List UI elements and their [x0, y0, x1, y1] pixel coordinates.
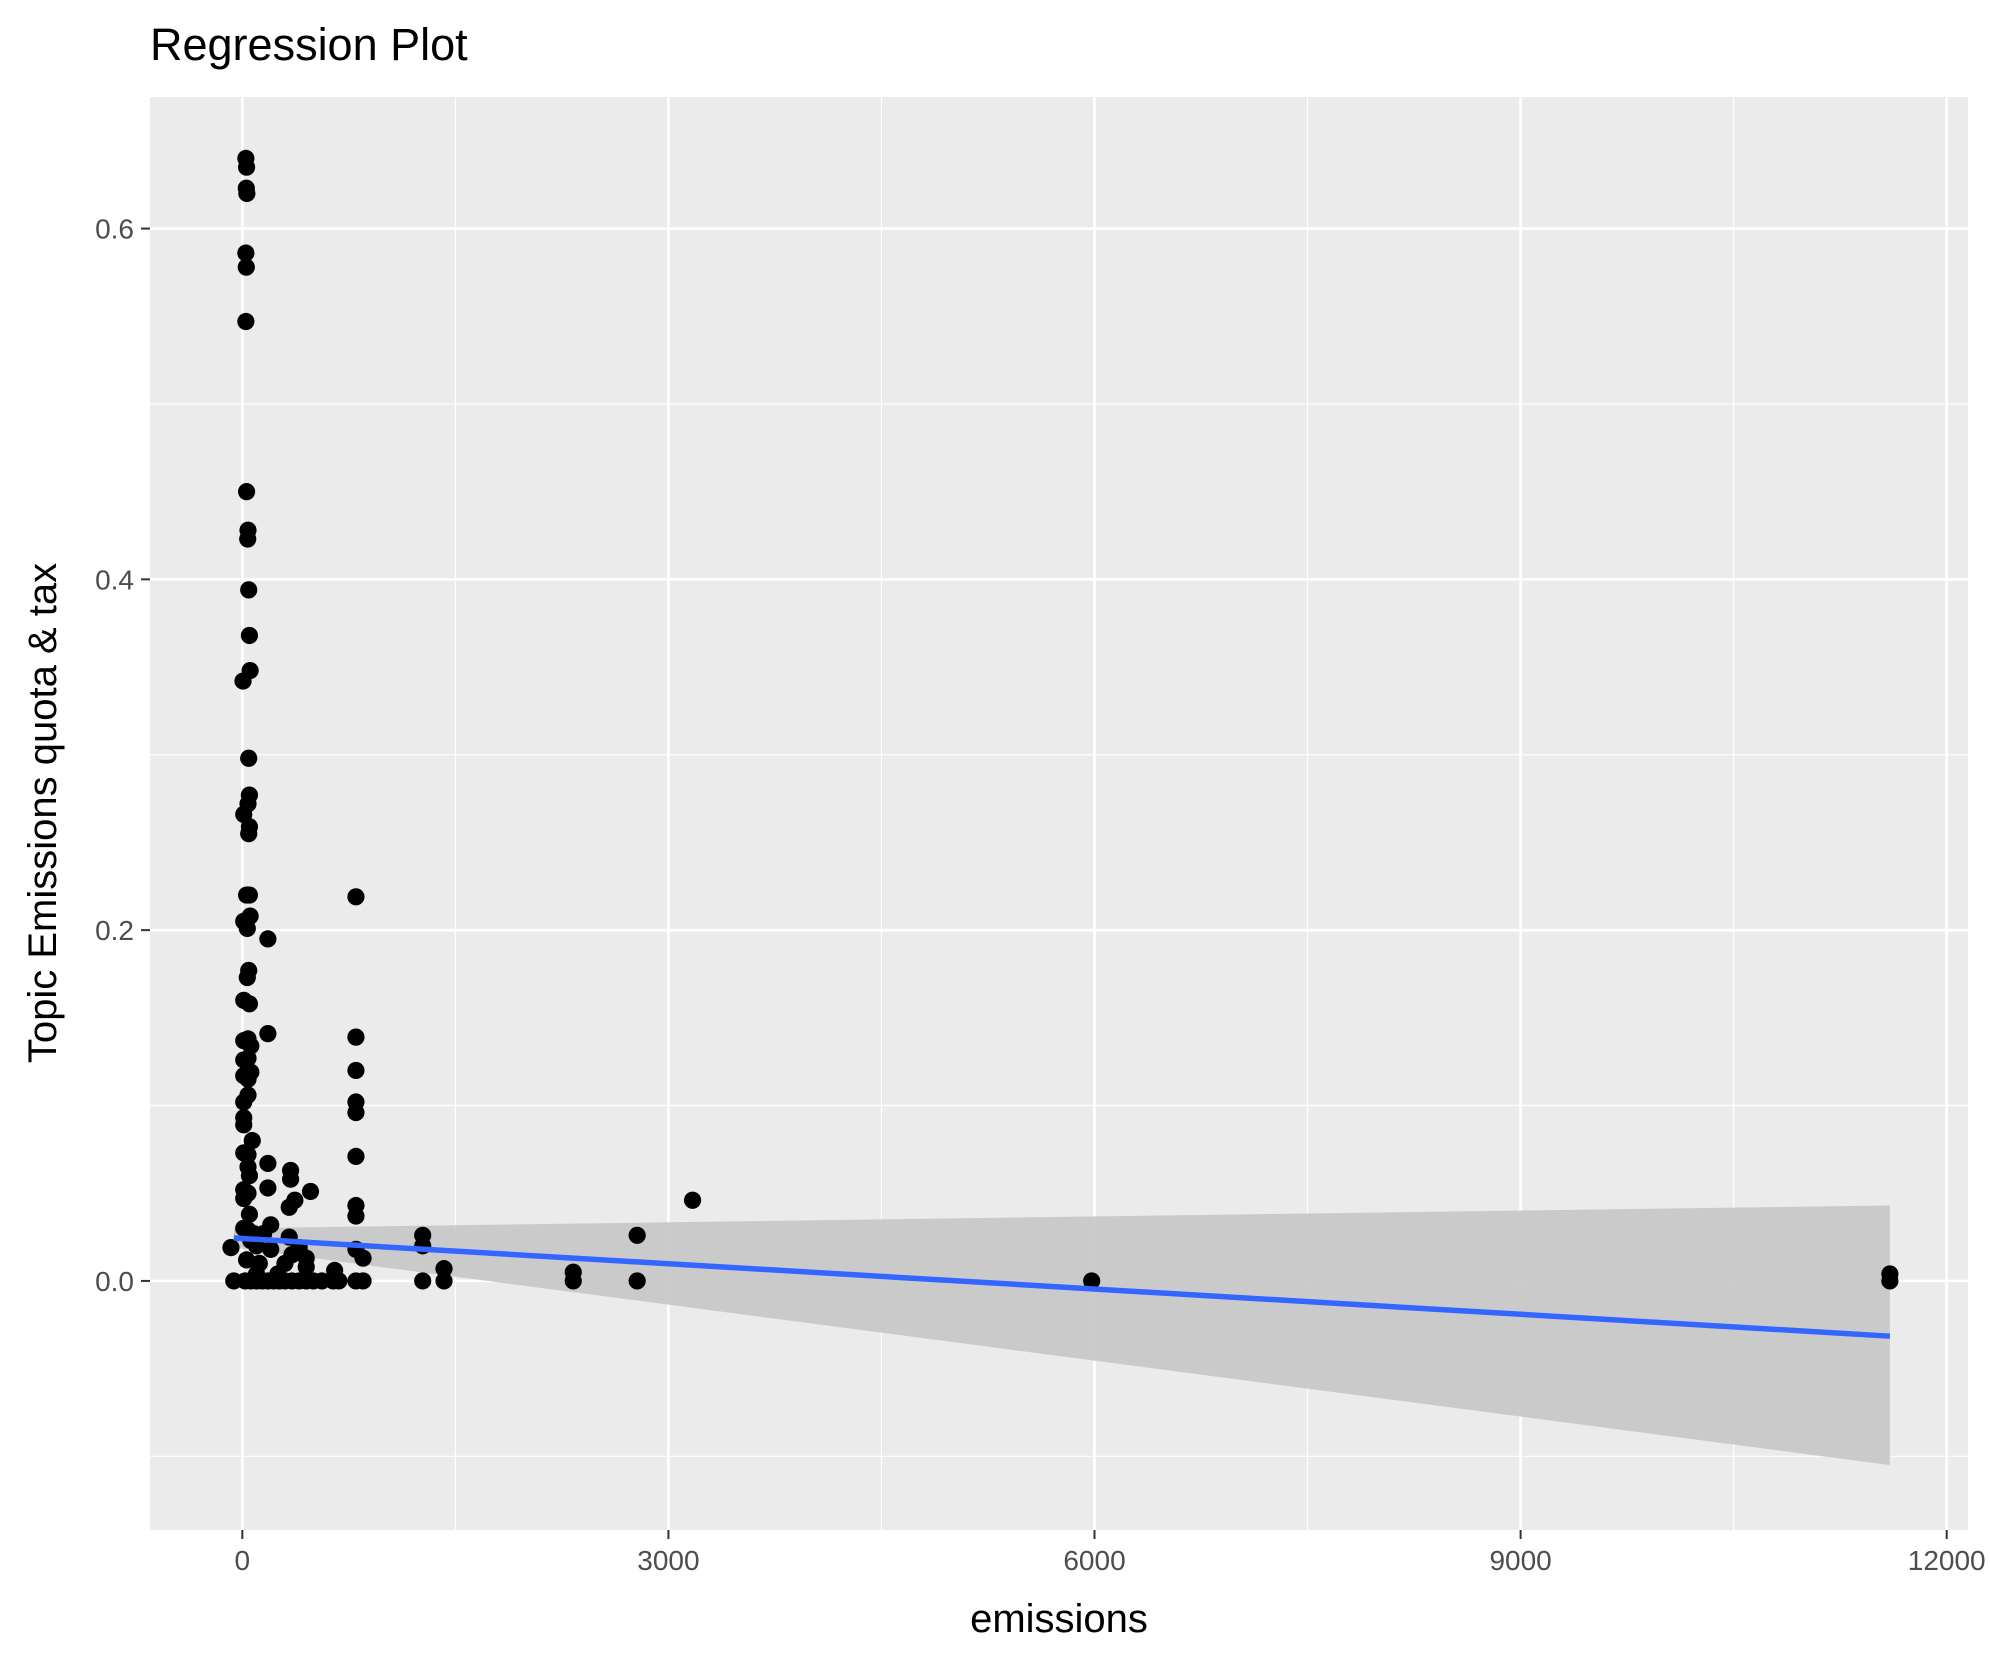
x-axis: 0 3000 6000 9000 12000 [235, 1530, 1986, 1576]
data-point [347, 1147, 365, 1166]
data-point [1083, 1272, 1101, 1290]
data-point [240, 995, 259, 1013]
data-point [240, 886, 259, 904]
data-point [238, 184, 256, 203]
data-point [259, 930, 277, 948]
data-point [628, 1226, 646, 1244]
data-point [347, 1028, 365, 1046]
data-point [259, 1025, 277, 1043]
data-point [354, 1249, 372, 1267]
data-point [259, 1179, 277, 1197]
data-point [414, 1272, 432, 1290]
data-point [239, 1146, 257, 1164]
data-point [243, 1132, 261, 1150]
data-point [222, 1239, 240, 1257]
regression-line-layer [233, 1235, 1891, 1339]
y-tick-label: 0.4 [95, 564, 134, 595]
data-point [237, 483, 256, 501]
data-point [238, 968, 256, 987]
confidence-band [233, 1205, 1890, 1466]
data-point [240, 581, 258, 599]
x-tick-label: 12000 [1908, 1545, 1986, 1576]
data-point [259, 1154, 277, 1173]
data-point [237, 244, 255, 262]
y-axis: 0.0 0.2 0.4 0.6 [95, 214, 150, 1297]
data-point [435, 1272, 453, 1290]
data-point [235, 1189, 253, 1208]
data-point [237, 258, 255, 276]
data-point [238, 919, 256, 937]
data-point [239, 1070, 257, 1088]
data-point [628, 1272, 646, 1290]
regression-line [233, 1235, 1891, 1339]
confidence-band-layer [233, 1205, 1890, 1466]
data-point [347, 1103, 365, 1122]
data-point [235, 1093, 253, 1111]
data-point [237, 158, 256, 176]
x-axis-label: emissions [970, 1597, 1148, 1641]
data-point [347, 1061, 365, 1080]
data-point [683, 1191, 702, 1209]
data-point [354, 1272, 372, 1290]
y-tick-label: 0.2 [95, 915, 134, 946]
data-point [234, 672, 252, 690]
points-layer [222, 149, 1899, 1290]
data-point [301, 1182, 320, 1201]
x-tick-label: 3000 [637, 1545, 699, 1576]
data-point [240, 749, 258, 767]
data-point [347, 888, 365, 906]
data-point [564, 1272, 582, 1290]
data-point [240, 626, 259, 645]
data-point [237, 312, 255, 331]
y-tick-label: 0.6 [95, 214, 134, 245]
data-point [1881, 1272, 1899, 1290]
x-tick-label: 0 [235, 1545, 251, 1576]
data-point [435, 1260, 453, 1278]
data-point [347, 1207, 365, 1225]
data-point [239, 1049, 257, 1067]
data-point [280, 1198, 298, 1216]
grid-minor [150, 97, 1968, 1530]
y-axis-label: Topic Emissions quota & tax [21, 563, 65, 1063]
data-point [262, 1240, 280, 1258]
data-point [297, 1258, 315, 1276]
data-point [240, 1167, 259, 1185]
data-point [240, 825, 258, 843]
x-tick-label: 9000 [1489, 1545, 1551, 1576]
data-point [330, 1272, 348, 1290]
data-point [239, 530, 257, 548]
data-point [235, 1116, 253, 1134]
data-point [282, 1170, 300, 1188]
y-tick-label: 0.0 [95, 1266, 134, 1297]
data-point [240, 1205, 259, 1223]
chart-title: Regression Plot [150, 19, 468, 70]
x-tick-label: 6000 [1063, 1545, 1125, 1576]
